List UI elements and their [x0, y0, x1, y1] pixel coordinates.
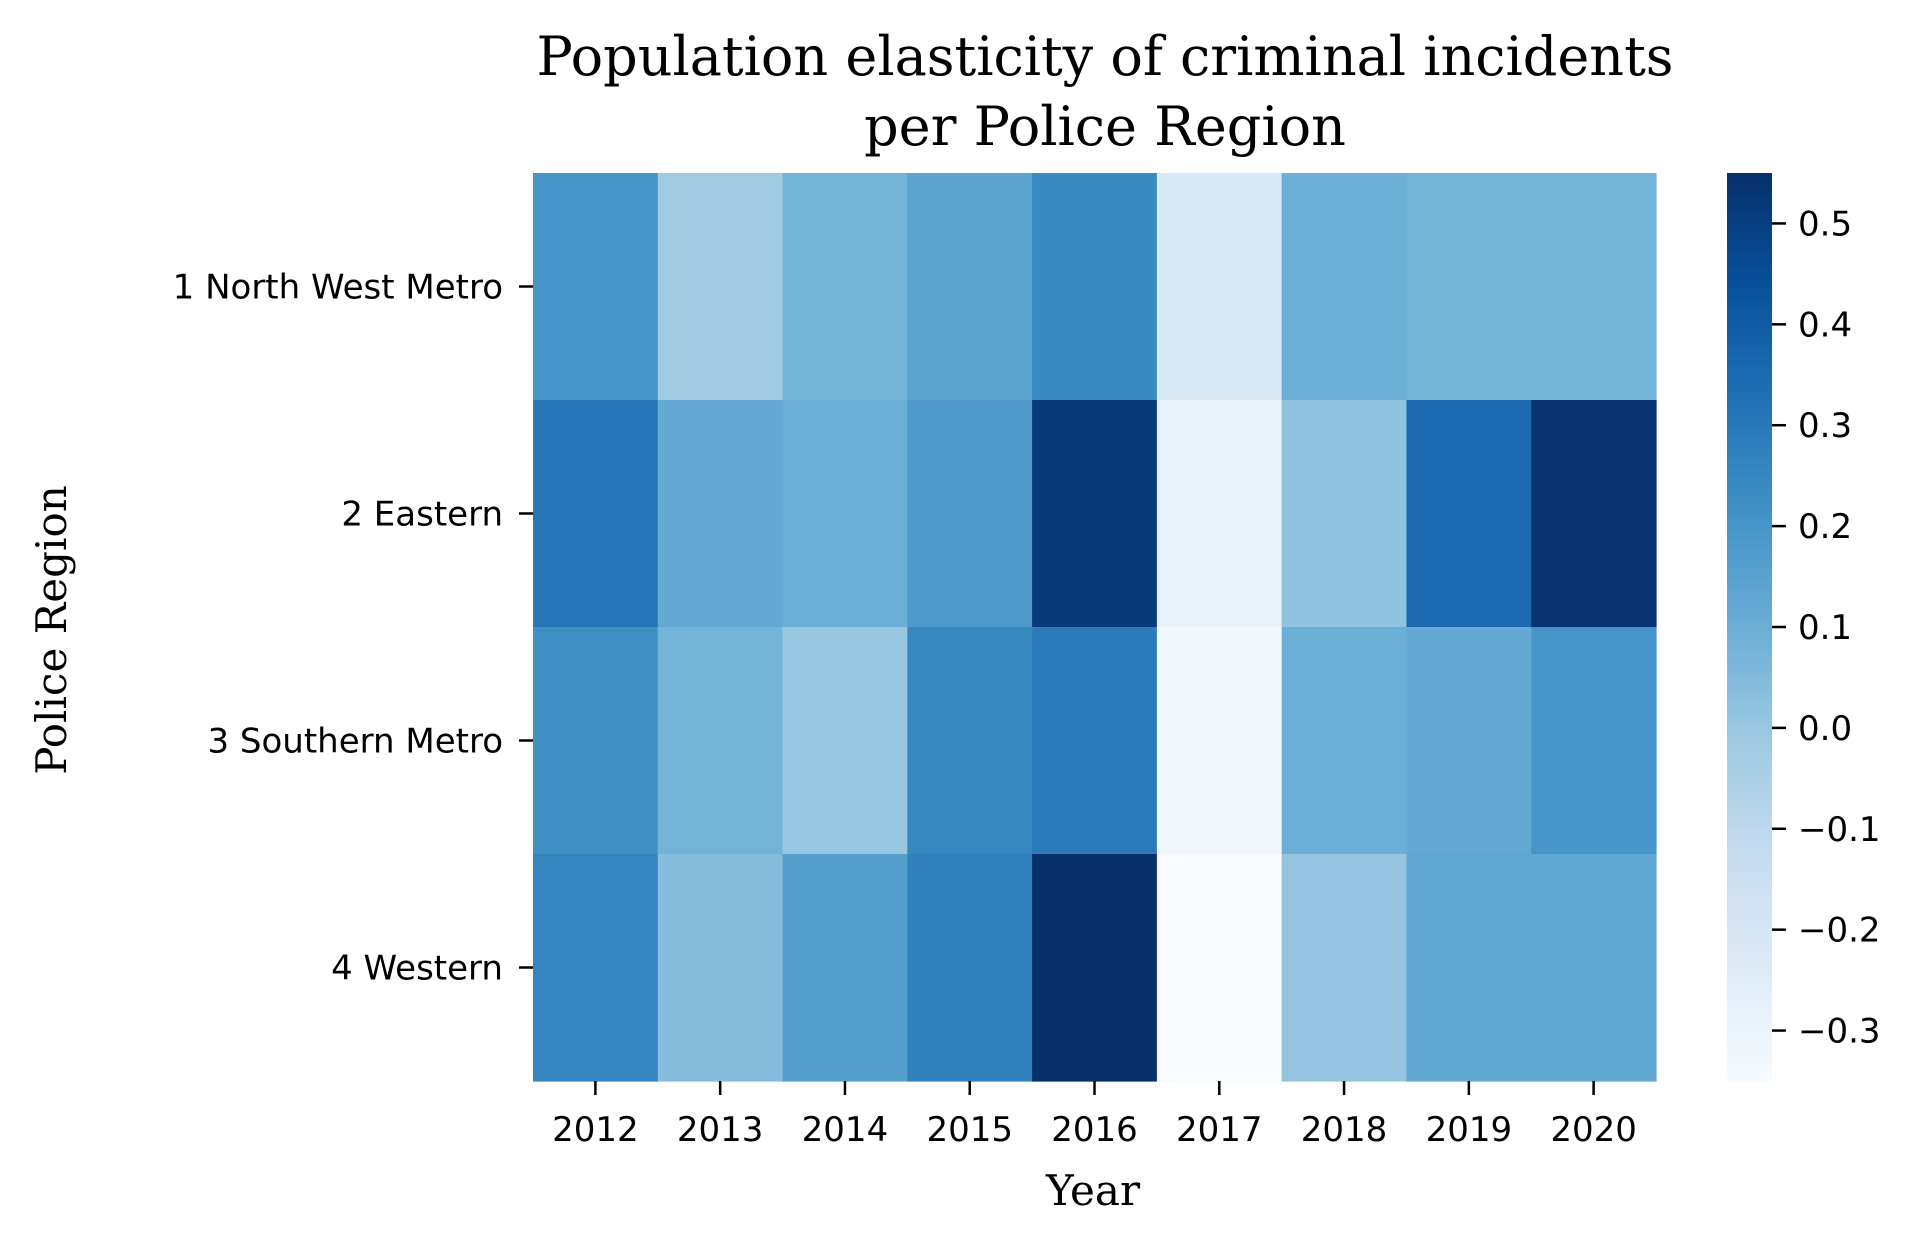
x-axis-label: Year	[1045, 1166, 1141, 1215]
heatmap-cell	[1281, 627, 1408, 855]
heatmap-cell	[533, 854, 659, 1082]
heatmap-cell	[1032, 173, 1158, 401]
x-tick-label: 2013	[677, 1110, 764, 1150]
x-tick-label: 2020	[1550, 1110, 1637, 1150]
colorbar-tick-label: 0.2	[1798, 507, 1852, 547]
heatmap-cell	[782, 400, 908, 628]
heatmap-cell	[657, 400, 784, 628]
heatmap-cell	[1281, 854, 1408, 1082]
x-tick-label: 2019	[1426, 1110, 1513, 1150]
heatmap-cells	[533, 173, 1657, 1082]
heatmap-cell	[907, 400, 1033, 628]
heatmap-cell	[1406, 854, 1532, 1082]
heatmap-cell	[1032, 400, 1158, 628]
heatmap-cell	[1156, 173, 1283, 401]
heatmap-cell	[533, 173, 659, 401]
heatmap-cell	[1156, 854, 1283, 1082]
chart-title-line-1: Population elasticity of criminal incide…	[536, 25, 1673, 88]
y-axis-label: Police Region	[27, 485, 76, 775]
colorbar-tick-label: −0.3	[1798, 1012, 1881, 1052]
colorbar-tick-label: 0.5	[1798, 204, 1852, 244]
y-axis: 1 North West Metro 2 Eastern 3 Southern Me…	[173, 268, 533, 989]
heatmap-cell	[782, 627, 908, 855]
colorbar-tick-label: 0.4	[1798, 305, 1852, 345]
colorbar-tick-label: −0.1	[1798, 810, 1881, 850]
x-axis: 2012 2013 2014 2015 2016 2017 2018 2019 2020	[552, 1081, 1637, 1150]
heatmap-cell	[1531, 400, 1657, 628]
heatmap-cell	[1406, 400, 1532, 628]
heatmap-cell	[657, 627, 784, 855]
heatmap-cell	[1032, 627, 1158, 855]
x-tick-label: 2014	[802, 1110, 889, 1150]
heatmap-cell	[1406, 173, 1532, 401]
chart-title-line-2: per Police Region	[864, 95, 1346, 158]
x-tick-label: 2016	[1051, 1110, 1138, 1150]
heatmap-cell	[657, 854, 784, 1082]
heatmap-cell	[1156, 400, 1283, 628]
colorbar-tick-label: −0.2	[1798, 911, 1881, 951]
heatmap-cell	[907, 173, 1033, 401]
x-tick-label: 2015	[926, 1110, 1013, 1150]
colorbar-tick-label: 0.0	[1798, 709, 1852, 749]
heatmap-cell	[1156, 627, 1283, 855]
heatmap-cell	[1531, 173, 1657, 401]
y-tick-label: 3 Southern Metro	[207, 722, 503, 762]
heatmap-cell	[782, 854, 908, 1082]
heatmap-cell	[1281, 173, 1408, 401]
colorbar-tick-label: 0.1	[1798, 608, 1852, 648]
heatmap-cell	[657, 173, 784, 401]
heatmap-cell	[907, 854, 1033, 1082]
heatmap-cell	[782, 173, 908, 401]
heatmap-cell	[1531, 854, 1657, 1082]
y-tick-label: 1 North West Metro	[173, 268, 503, 308]
heatmap-cell	[1406, 627, 1532, 855]
colorbar	[1727, 173, 1772, 1081]
y-tick-label: 4 Western	[331, 949, 503, 989]
y-tick-label: 2 Eastern	[341, 495, 503, 535]
heatmap-cell	[533, 400, 659, 628]
colorbar-ticks: 0.5 0.4 0.3 0.2 0.1 0.0 −0.1 −0.2 −0.3	[1772, 204, 1881, 1052]
colorbar-tick-label: 0.3	[1798, 406, 1852, 446]
heatmap-cell	[1281, 400, 1408, 628]
heatmap-cell	[907, 627, 1033, 855]
heatmap-cell	[1032, 854, 1158, 1082]
heatmap-cell	[1531, 627, 1657, 855]
heatmap-cell	[533, 627, 659, 855]
x-tick-label: 2017	[1176, 1110, 1263, 1150]
x-tick-label: 2012	[552, 1110, 639, 1150]
x-tick-label: 2018	[1301, 1110, 1388, 1150]
